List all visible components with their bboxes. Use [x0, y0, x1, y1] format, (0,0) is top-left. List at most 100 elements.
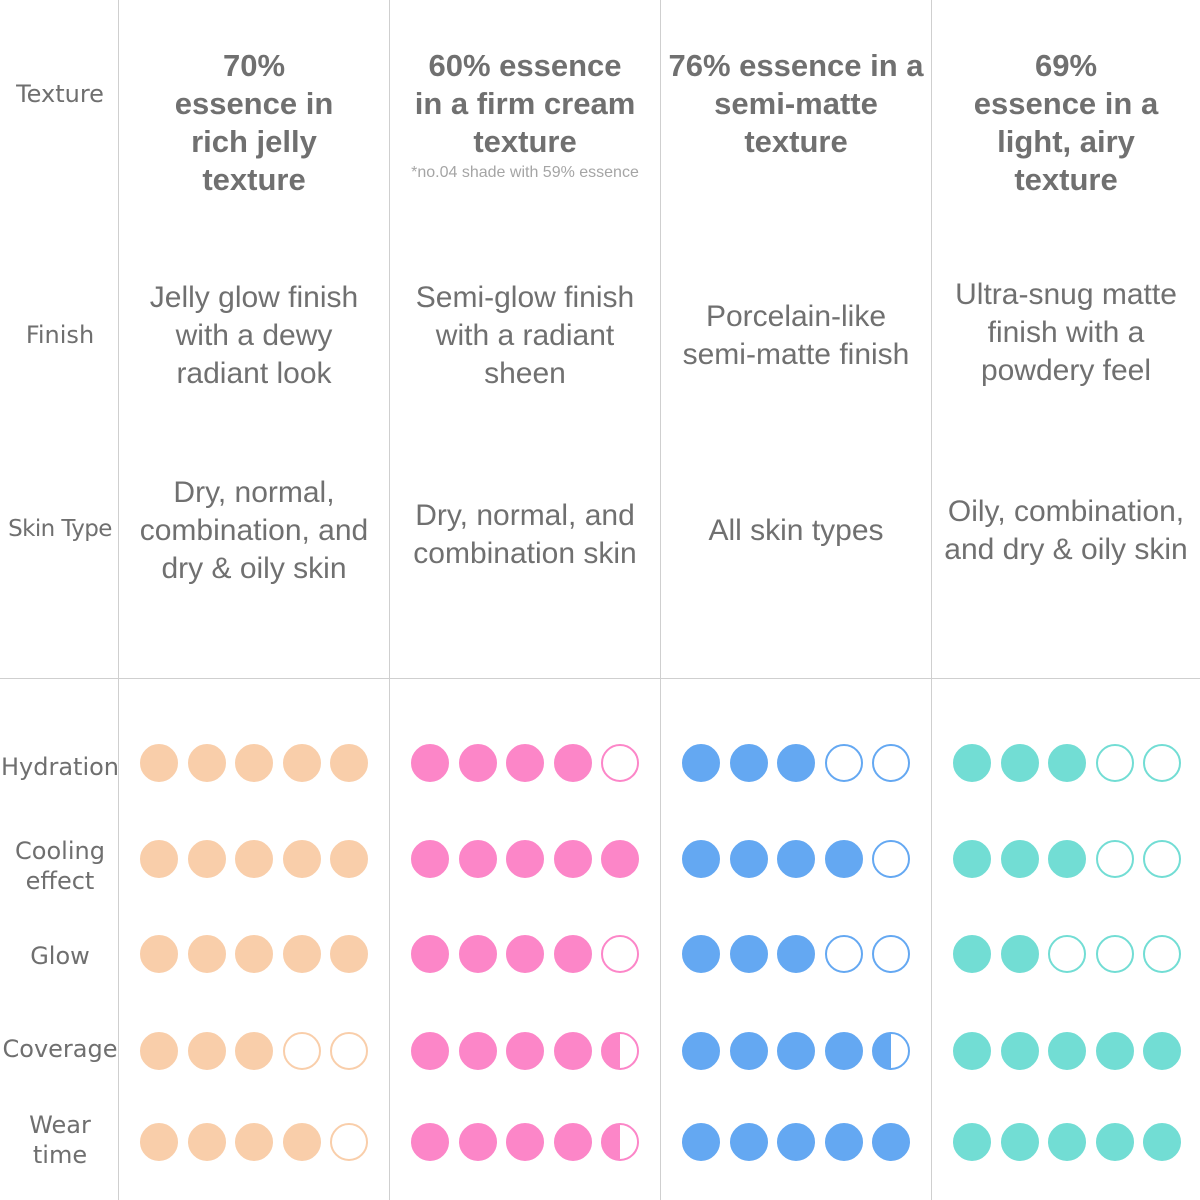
rating-dot-empty [872, 935, 910, 973]
texture-cell-1: 70% essence in rich jelly texture [119, 47, 389, 201]
rating-dot-full [187, 935, 226, 973]
texture-note: *no.04 shade with 59% essence [411, 164, 639, 181]
skin-type-cell-4: Oily, combination, and dry & oily skin [944, 495, 1188, 566]
rating-dot-full [729, 744, 768, 782]
rating-dot-full [953, 1032, 991, 1070]
rating-glow-product-3 [682, 935, 910, 973]
rating-dot-empty [601, 744, 639, 782]
rating-dot-full [235, 744, 273, 782]
rating-dot-full [187, 744, 226, 782]
rating-dot-full [729, 840, 768, 878]
rating-dot-full [729, 1032, 768, 1070]
rating-dot-full [729, 1123, 768, 1161]
rating-dot-full [682, 744, 720, 782]
rating-dot-full [458, 1123, 497, 1161]
rating-dot-full [1000, 1123, 1039, 1161]
rating-dot-full [411, 1032, 449, 1070]
skin-type-cell-3: All skin types [708, 514, 884, 547]
texture-cell-3: 76% essence in a semi-matte texture [661, 47, 931, 163]
rating-dot-empty [601, 935, 639, 973]
rating-dot-full [458, 935, 497, 973]
rating-dot-full [282, 840, 321, 878]
rating-dot-empty [282, 1032, 321, 1070]
rating-dot-full [553, 935, 592, 973]
rating-dot-full [1143, 1123, 1181, 1161]
rating-dot-full [235, 935, 273, 973]
rating-dot-empty [824, 744, 863, 782]
column-divider [118, 0, 119, 1200]
rating-dot-full [235, 840, 273, 878]
rating-cooling-effect-product-3 [682, 840, 910, 878]
row-label-hydration: Hydration [0, 753, 120, 781]
rating-dot-full [729, 935, 768, 973]
rating-dot-full [777, 1032, 815, 1070]
rating-dot-full [1000, 1032, 1039, 1070]
rating-dot-full [1000, 935, 1039, 973]
rating-dot-full [1048, 1032, 1086, 1070]
rating-dot-full [140, 840, 178, 878]
rating-dot-full [682, 1123, 720, 1161]
rating-dot-empty [1095, 840, 1134, 878]
rating-dot-full [553, 1123, 592, 1161]
rating-dot-full [1095, 1032, 1134, 1070]
rating-dot-full [953, 744, 991, 782]
row-label-cooling-effect: Cooling effect [15, 837, 105, 895]
rating-dot-full [282, 744, 321, 782]
rating-dot-half [872, 1032, 910, 1070]
finish-cell-3: Porcelain-like semi-matte finish [682, 300, 910, 371]
rating-dot-full [411, 935, 449, 973]
rating-dot-full [1048, 840, 1086, 878]
rating-dot-full [506, 1032, 544, 1070]
rating-hydration-product-3 [682, 744, 910, 782]
rating-dot-full [1143, 1032, 1181, 1070]
rating-dot-full [824, 840, 863, 878]
rating-dot-full [506, 744, 544, 782]
rating-dot-full [411, 840, 449, 878]
rating-dot-empty [1095, 744, 1134, 782]
rating-dot-empty [872, 744, 910, 782]
rating-dot-full [187, 1032, 226, 1070]
rating-wear-time-product-2 [411, 1123, 639, 1161]
texture-title: 76% essence in a semi-matte texture [668, 48, 924, 159]
rating-dot-full [953, 1123, 991, 1161]
row-label-finish: Finish [25, 321, 95, 349]
finish-cell-4: Ultra-snug matte finish with a powdery f… [955, 278, 1177, 387]
rating-dot-full [682, 935, 720, 973]
rating-dot-full [458, 840, 497, 878]
rating-glow-product-4 [953, 935, 1181, 973]
row-label-glow: Glow [30, 942, 90, 970]
rating-dot-full [330, 840, 368, 878]
rating-wear-time-product-4 [953, 1123, 1181, 1161]
row-label-skin-type: Skin Type [8, 516, 112, 542]
rating-hydration-product-2 [411, 744, 639, 782]
column-divider [660, 0, 661, 1200]
rating-dot-full [553, 840, 592, 878]
rating-dot-full [458, 744, 497, 782]
rating-dot-full [601, 840, 639, 878]
rating-cooling-effect-product-4 [953, 840, 1181, 878]
rating-dot-full [235, 1123, 273, 1161]
row-label-coverage: Coverage [2, 1035, 118, 1063]
rating-coverage-product-2 [411, 1032, 639, 1070]
rating-dot-full [553, 1032, 592, 1070]
rating-dot-empty [1143, 935, 1181, 973]
column-divider [931, 0, 932, 1200]
rating-cooling-effect-product-2 [411, 840, 639, 878]
rating-dot-empty [1143, 840, 1181, 878]
rating-dot-full [330, 935, 368, 973]
rating-dot-full [682, 1032, 720, 1070]
rating-dot-full [282, 1123, 321, 1161]
rating-dot-full [824, 1123, 863, 1161]
skin-type-cell-1: Dry, normal, combination, and dry & oily… [139, 476, 369, 585]
texture-title: 70% essence in rich jelly texture [174, 48, 334, 197]
rating-wear-time-product-1 [140, 1123, 368, 1161]
rating-glow-product-2 [411, 935, 639, 973]
section-divider [0, 678, 1200, 679]
rating-dot-empty [330, 1123, 368, 1161]
rating-dot-empty [824, 935, 863, 973]
rating-dot-full [411, 1123, 449, 1161]
finish-cell-2: Semi-glow finish with a radiant sheen [415, 281, 635, 390]
rating-dot-full [506, 935, 544, 973]
rating-dot-full [506, 840, 544, 878]
